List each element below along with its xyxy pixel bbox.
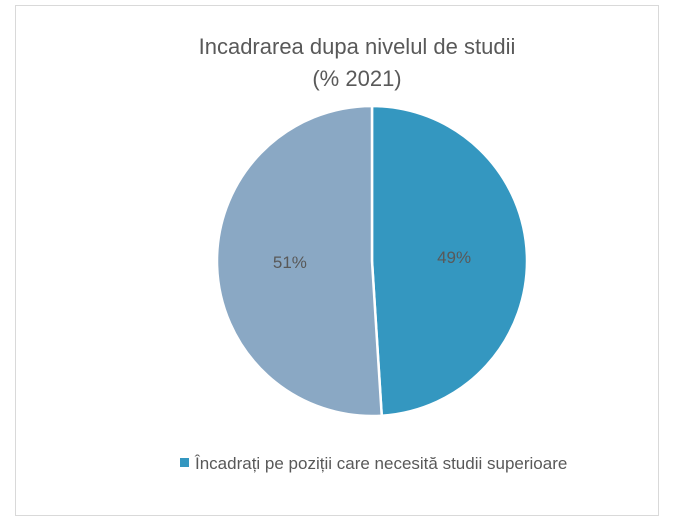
data-label: 49% xyxy=(437,248,471,267)
data-label: 51% xyxy=(273,253,307,272)
pie-slice xyxy=(215,104,384,418)
legend: Încadrați pe poziții care necesită studi… xyxy=(180,449,580,478)
legend-label: Încadrați pe poziții care necesită studi… xyxy=(195,454,568,473)
chart-title: Incadrarea dupa nivelul de studii xyxy=(199,34,516,59)
legend-item: Încadrați pe poziții care necesită studi… xyxy=(180,449,580,478)
legend-swatch xyxy=(180,458,189,467)
chart-subtitle: (% 2021) xyxy=(312,66,401,91)
pie-slice xyxy=(370,104,529,418)
